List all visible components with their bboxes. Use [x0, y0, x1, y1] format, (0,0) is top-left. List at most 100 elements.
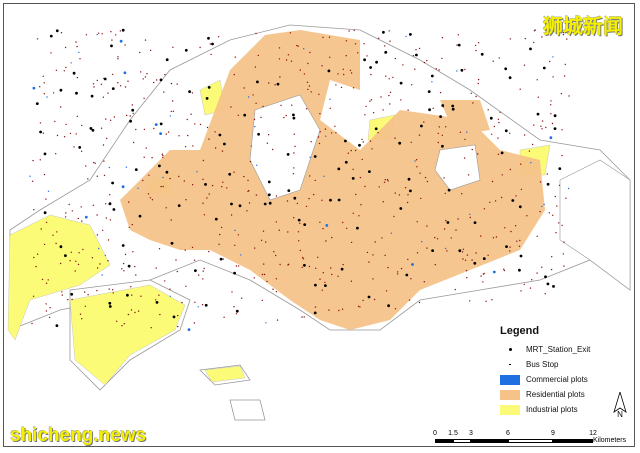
bus-stop-marker [110, 31, 112, 33]
bus-stop-marker [98, 32, 100, 34]
bus-stop-marker [127, 313, 130, 316]
bus-stop-marker [362, 299, 364, 302]
bus-stop-marker [314, 306, 317, 308]
bus-stop-marker [307, 62, 309, 65]
bus-stop-marker [209, 43, 211, 45]
bus-stop-marker [206, 126, 209, 129]
bus-stop-marker [87, 294, 89, 296]
bus-stop-marker [140, 295, 142, 297]
bus-stop-marker [509, 250, 511, 252]
bus-stop-marker [74, 270, 76, 272]
bus-stop-marker [254, 125, 256, 128]
bus-stop-marker [416, 166, 418, 168]
mrt-exit-marker [518, 268, 521, 272]
bus-stop-marker [39, 159, 41, 161]
watermark-top: 狮城新闻 [543, 16, 623, 38]
bus-stop-marker [80, 150, 83, 152]
bus-stop-marker [235, 313, 238, 315]
bus-stop-marker [123, 323, 126, 325]
bus-stop-marker [550, 104, 552, 106]
bus-stop-marker [39, 86, 41, 88]
bus-stop-marker [107, 260, 109, 262]
mrt-exit-marker [447, 188, 451, 192]
mrt-exit-marker [256, 80, 259, 84]
bus-stop-marker [191, 184, 194, 186]
bus-stop-marker [96, 33, 98, 36]
bus-stop-marker [197, 306, 199, 308]
bus-stop-marker [516, 240, 518, 242]
bus-stop-marker [247, 179, 249, 182]
bus-stop-marker [279, 263, 281, 266]
bus-stop-marker [551, 256, 553, 258]
mrt-exit-marker [369, 66, 372, 69]
mrt-exit-marker [70, 292, 74, 296]
mrt-exit-marker [43, 152, 47, 156]
mrt-exit-marker [111, 87, 115, 90]
bus-stop-marker [416, 252, 419, 254]
mrt-exit-marker [129, 119, 133, 123]
bus-stop-marker [237, 114, 239, 117]
bus-stop-marker [115, 320, 118, 322]
bus-stop-marker [537, 96, 539, 98]
bus-stop-marker [337, 275, 339, 277]
bus-stop-marker [497, 153, 500, 155]
mrt-exit-marker [546, 182, 550, 186]
bus-stop-marker [372, 278, 374, 280]
bus-stop-marker [386, 179, 389, 181]
bus-stop-marker [94, 162, 96, 164]
bus-stop-marker [127, 80, 129, 82]
mrt-exit-marker [32, 86, 36, 90]
bus-stop-marker [377, 131, 379, 134]
bus-stop-marker [221, 186, 223, 188]
bus-stop-marker [509, 246, 511, 248]
mrt-exit-marker [553, 114, 557, 118]
mrt-exit-marker [235, 309, 239, 313]
bus-stop-marker [165, 133, 167, 135]
bus-stop-marker [169, 288, 171, 290]
bus-stop-marker [241, 297, 243, 299]
bus-stop-marker [450, 237, 452, 239]
bus-stop-marker [50, 52, 52, 54]
bus-stop-marker [432, 107, 434, 110]
mrt-exit-marker [458, 249, 462, 253]
mrt-exit-marker [384, 50, 388, 54]
bus-stop-marker [191, 246, 194, 249]
bus-stop-marker [469, 300, 471, 302]
bus-stop-marker [42, 132, 45, 134]
mrt-exit-symbol [508, 348, 512, 351]
bus-stop-marker [40, 228, 42, 230]
bus-stop-marker [33, 256, 35, 259]
bus-stop-marker [477, 82, 479, 85]
mrt-exit-marker [337, 167, 341, 171]
bus-stop-marker [515, 195, 517, 197]
bus-stop-marker [335, 84, 337, 86]
bus-stop-marker [370, 73, 372, 76]
bus-stop-marker [325, 240, 327, 242]
mrt-exit-marker [504, 129, 508, 133]
bus-stop-marker [350, 149, 352, 152]
bus-stop-marker [331, 236, 333, 239]
reservoir-areas [249, 94, 631, 291]
bus-stop-marker [483, 272, 485, 275]
bus-stop-marker [78, 51, 80, 54]
bus-stop-marker [81, 220, 83, 222]
mrt-exit-marker [119, 39, 123, 43]
mrt-exit-marker [492, 270, 496, 274]
bus-stop-marker [263, 273, 266, 276]
mrt-exit-marker [536, 112, 540, 116]
bus-stop-marker [322, 36, 324, 39]
bus-stop-marker [552, 76, 554, 78]
bus-stop-marker [562, 32, 565, 34]
mrt-exit-marker [165, 58, 169, 62]
bus-stop-marker [158, 248, 161, 250]
bus-stop-marker [45, 303, 47, 305]
mrt-exit-marker [451, 107, 455, 111]
bus-stop-marker [461, 193, 463, 195]
mrt-exit-marker [233, 271, 237, 275]
bus-stop-marker [75, 133, 77, 135]
bus-stop-marker [438, 69, 440, 71]
bus-stop-marker [275, 195, 278, 197]
mrt-exit-marker [127, 264, 131, 268]
mrt-exit-marker [351, 177, 355, 180]
bus-stop-marker [328, 309, 330, 311]
